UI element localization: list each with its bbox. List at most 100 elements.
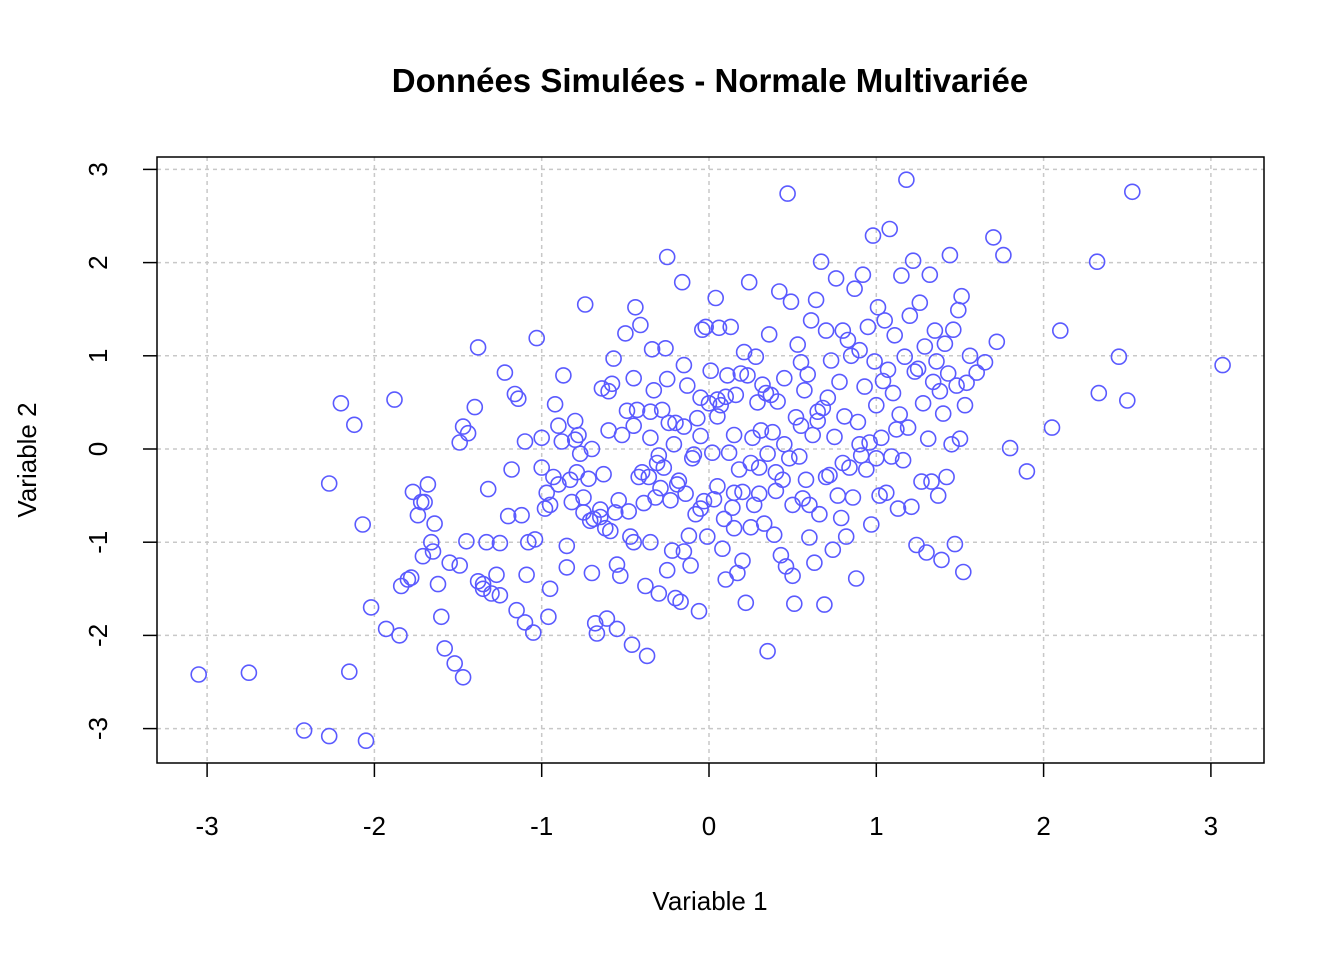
data-point [819, 389, 837, 407]
data-point [876, 312, 894, 329]
data-point [842, 347, 860, 365]
data-point [643, 340, 661, 358]
data-point [956, 396, 974, 414]
y-axis-label: Variable 2 [12, 402, 42, 517]
data-point [558, 559, 576, 576]
data-point [240, 664, 258, 682]
chart-title: Données Simulées - Normale Multivariée [392, 62, 1028, 99]
data-point [914, 394, 932, 412]
data-point [811, 505, 828, 523]
y-tick-label: 3 [83, 162, 113, 176]
data-point [822, 352, 840, 369]
data-point [558, 537, 576, 555]
data-point [598, 610, 616, 627]
data-point [715, 510, 733, 528]
data-point [844, 489, 862, 506]
data-point [889, 500, 907, 517]
data-point [496, 364, 514, 381]
data-point [518, 566, 535, 584]
data-point [650, 585, 668, 602]
y-tick-label: 1 [83, 349, 113, 363]
data-point [732, 365, 750, 382]
data-point [638, 647, 656, 665]
data-point [837, 528, 855, 545]
data-point [923, 473, 940, 490]
data-point [812, 253, 830, 271]
data-point [469, 339, 487, 356]
x-tick-label: -1 [530, 811, 553, 841]
data-point [784, 496, 801, 514]
data-point [869, 298, 887, 316]
data-point [436, 640, 454, 657]
x-axis: -3 -2 -1 0 1 2 3 [196, 763, 1218, 841]
data-point [767, 463, 785, 481]
data-point [851, 435, 868, 453]
data-point [459, 424, 477, 442]
data-point [506, 385, 524, 403]
data-point [730, 461, 748, 478]
data-point [663, 542, 681, 559]
data-point [829, 487, 847, 504]
data-point [775, 369, 793, 387]
data-point [553, 433, 571, 450]
data-point [1214, 356, 1231, 374]
data-point [702, 362, 720, 380]
data-point [849, 413, 867, 431]
data-point [697, 318, 715, 336]
data-point [790, 448, 808, 465]
data-point [657, 339, 674, 357]
data-point [605, 350, 622, 367]
data-point [834, 322, 852, 339]
data-point [749, 394, 766, 411]
data-point [426, 515, 443, 532]
data-point [690, 602, 708, 620]
data-point [571, 445, 589, 463]
data-point [454, 668, 472, 686]
y-tick-label: -1 [83, 531, 113, 554]
data-point [717, 571, 735, 588]
data-point [874, 372, 892, 390]
data-point [672, 593, 689, 611]
data-point [632, 316, 649, 334]
data-point [340, 663, 358, 681]
x-tick-label: -2 [363, 811, 386, 841]
data-point [675, 356, 693, 374]
data-point [831, 373, 848, 391]
data-point [601, 522, 619, 540]
data-point [595, 465, 612, 483]
data-point [735, 343, 753, 361]
data-point [785, 595, 803, 613]
data-point [295, 722, 313, 739]
data-point [600, 422, 617, 439]
data-point [583, 564, 601, 582]
data-point [1090, 384, 1108, 402]
data-point [446, 655, 464, 672]
data-point [645, 381, 663, 399]
data-point [409, 506, 427, 524]
data-point [678, 377, 696, 394]
data-point [854, 266, 872, 284]
data-point [658, 248, 676, 266]
data-point [809, 412, 827, 430]
data-point [807, 291, 825, 309]
data-point [719, 367, 736, 384]
data-point [640, 468, 658, 486]
data-point [938, 468, 955, 486]
data-point [928, 353, 945, 370]
data-point [949, 301, 967, 319]
data-point [576, 296, 594, 313]
data-point [660, 414, 678, 432]
data-point [851, 341, 868, 359]
data-point [958, 374, 975, 392]
data-point [687, 505, 704, 523]
data-point [451, 557, 469, 574]
data-point [625, 369, 643, 387]
data-point [320, 727, 338, 745]
data-point [546, 395, 564, 413]
data-point [872, 429, 890, 447]
data-point [637, 577, 654, 595]
data-point [190, 666, 207, 683]
data-point [725, 484, 743, 502]
data-point [944, 321, 962, 339]
